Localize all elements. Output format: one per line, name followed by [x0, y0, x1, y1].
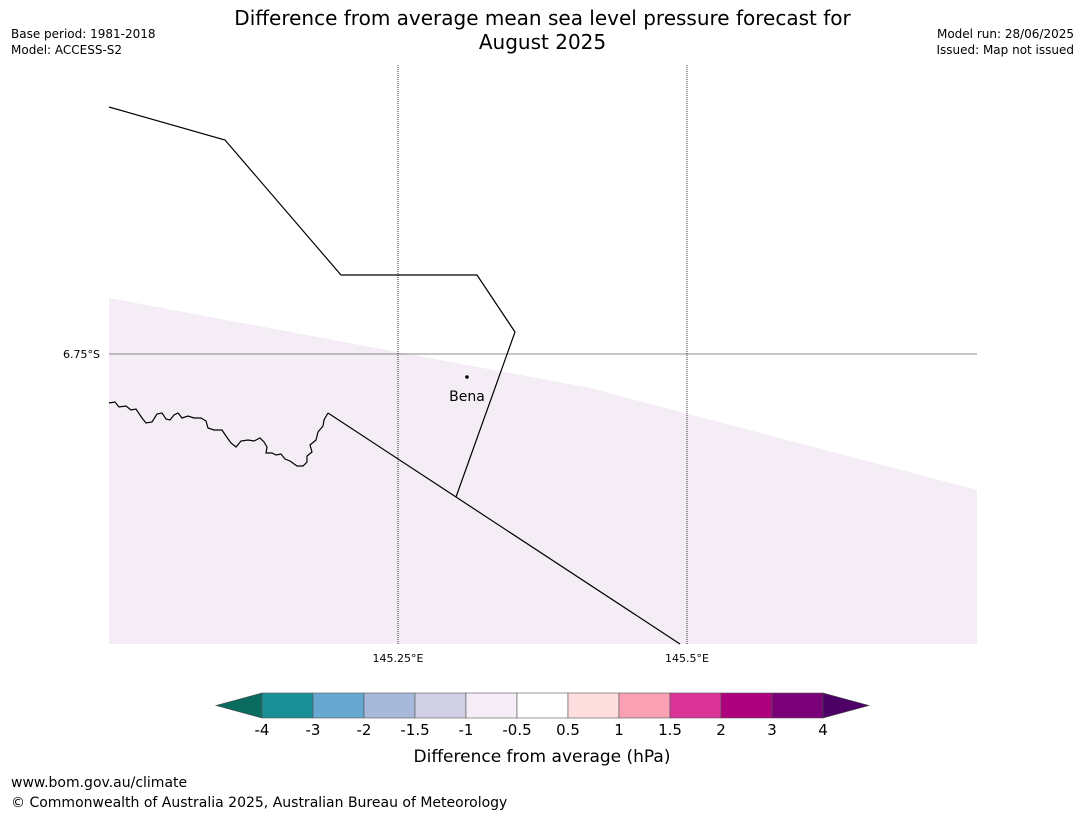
colorbar-segment-1	[312, 692, 365, 719]
forecast-map: Bena 6.75°S 145.25°E 145.5°E	[63, 65, 977, 665]
colorbar-tick-label: -1	[459, 721, 474, 739]
colorbar-tick-label: -2	[357, 721, 372, 739]
anomaly-shaded-region	[109, 298, 977, 644]
colorbar-segment-3	[414, 692, 467, 719]
colorbar-over-arrow	[822, 692, 871, 719]
issued-text: Issued: Map not issued	[936, 43, 1074, 57]
colorbar: -4 -3 -2 -1.5 -1 -0.5 0.5 1 1.5 2 3 4 Difference fr…	[214, 692, 871, 767]
model-run-text: Model run: 28/06/2025	[936, 27, 1074, 41]
colorbar-tick-labels: -4 -3 -2 -1.5 -1 -0.5 0.5 1 1.5 2 3 4	[255, 721, 828, 739]
colorbar-tick-label: 0.5	[556, 721, 580, 739]
colorbar-segment-10	[771, 692, 824, 719]
footer-url: www.bom.gov.au/climate	[11, 775, 188, 791]
footer-copyright: © Commonwealth of Australia 2025, Austra…	[11, 795, 508, 811]
colorbar-tick-label: -4	[255, 721, 270, 739]
colorbar-segment-8	[669, 692, 722, 719]
header-meta-left: Base period: 1981-2018 Model: ACCESS-S2	[11, 26, 156, 58]
colorbar-segment-5	[516, 692, 569, 719]
colorbar-segment-7	[618, 692, 671, 719]
colorbar-segment-4	[465, 692, 518, 719]
longitude-label-2: 145.5°E	[665, 652, 709, 665]
colorbar-segment-0	[261, 692, 314, 719]
longitude-label-1: 145.25°E	[373, 652, 424, 665]
colorbar-label: Difference from average (hPa)	[414, 747, 671, 767]
model-text: Model: ACCESS-S2	[11, 43, 123, 57]
latitude-label: 6.75°S	[63, 348, 100, 361]
page-title: Difference from average mean sea level p…	[0, 6, 1085, 54]
province-boundary	[327, 412, 681, 645]
colorbar-tick-label: -3	[306, 721, 321, 739]
colorbar-segments	[261, 692, 824, 719]
colorbar-segment-9	[720, 692, 773, 719]
colorbar-tick-label: 4	[818, 721, 828, 739]
colorbar-tick-label: 2	[716, 721, 726, 739]
coastline	[108, 401, 329, 467]
base-period-text: Base period: 1981-2018	[11, 27, 156, 41]
colorbar-tick-label: -1.5	[400, 721, 429, 739]
colorbar-tick-label: 1.5	[658, 721, 682, 739]
place-label-bena: Bena	[449, 389, 485, 405]
colorbar-under-arrow	[214, 692, 263, 719]
colorbar-tick-label: 3	[767, 721, 777, 739]
title-line-2: August 2025	[478, 30, 607, 54]
colorbar-tick-label: 1	[614, 721, 624, 739]
colorbar-segment-6	[567, 692, 620, 719]
header-meta-right: Model run: 28/06/2025 Issued: Map not is…	[936, 26, 1074, 58]
colorbar-segment-2	[363, 692, 416, 719]
colorbar-tick-label: -0.5	[502, 721, 531, 739]
title-line-1: Difference from average mean sea level p…	[234, 6, 851, 30]
bena-marker	[465, 375, 469, 379]
district-boundary	[108, 106, 516, 498]
